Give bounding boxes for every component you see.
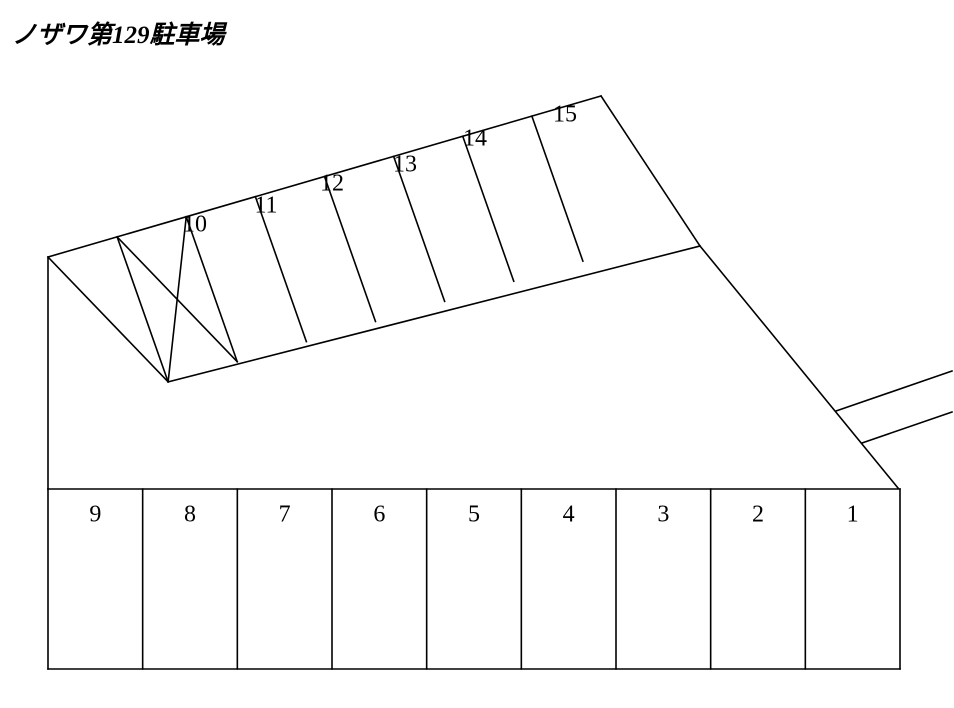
parking-diagram: 9 8 7 6 5 4 3 2 1 10 11 12 13 14 15	[0, 0, 954, 708]
slot-label-6: 6	[373, 502, 385, 528]
upper-divider	[532, 116, 583, 261]
cross-mark	[168, 217, 186, 382]
slot-label-2: 2	[752, 502, 764, 528]
upper-left-close	[48, 257, 168, 382]
side-line	[862, 412, 952, 443]
upper-front-edge	[168, 246, 700, 382]
slot-label-4: 4	[563, 502, 575, 528]
slot-label-11: 11	[254, 193, 277, 219]
upper-divider	[117, 237, 168, 382]
upper-divider	[394, 156, 445, 301]
side-line	[836, 371, 952, 411]
right-boundary-upper	[700, 246, 898, 488]
slot-label-15: 15	[553, 102, 577, 128]
slot-label-13: 13	[393, 152, 417, 178]
slot-label-14: 14	[463, 126, 487, 152]
slot-label-5: 5	[468, 502, 480, 528]
slot-label-1: 1	[847, 502, 859, 528]
slot-label-8: 8	[184, 502, 196, 528]
upper-divider	[463, 136, 514, 281]
slot-label-12: 12	[320, 171, 344, 197]
upper-divider	[186, 217, 237, 362]
slot-label-7: 7	[279, 502, 291, 528]
upper-divider	[601, 96, 700, 246]
slot-label-9: 9	[89, 502, 101, 528]
upper-divider	[325, 177, 376, 322]
slot-label-10: 10	[183, 212, 207, 238]
slot-label-3: 3	[657, 502, 669, 528]
